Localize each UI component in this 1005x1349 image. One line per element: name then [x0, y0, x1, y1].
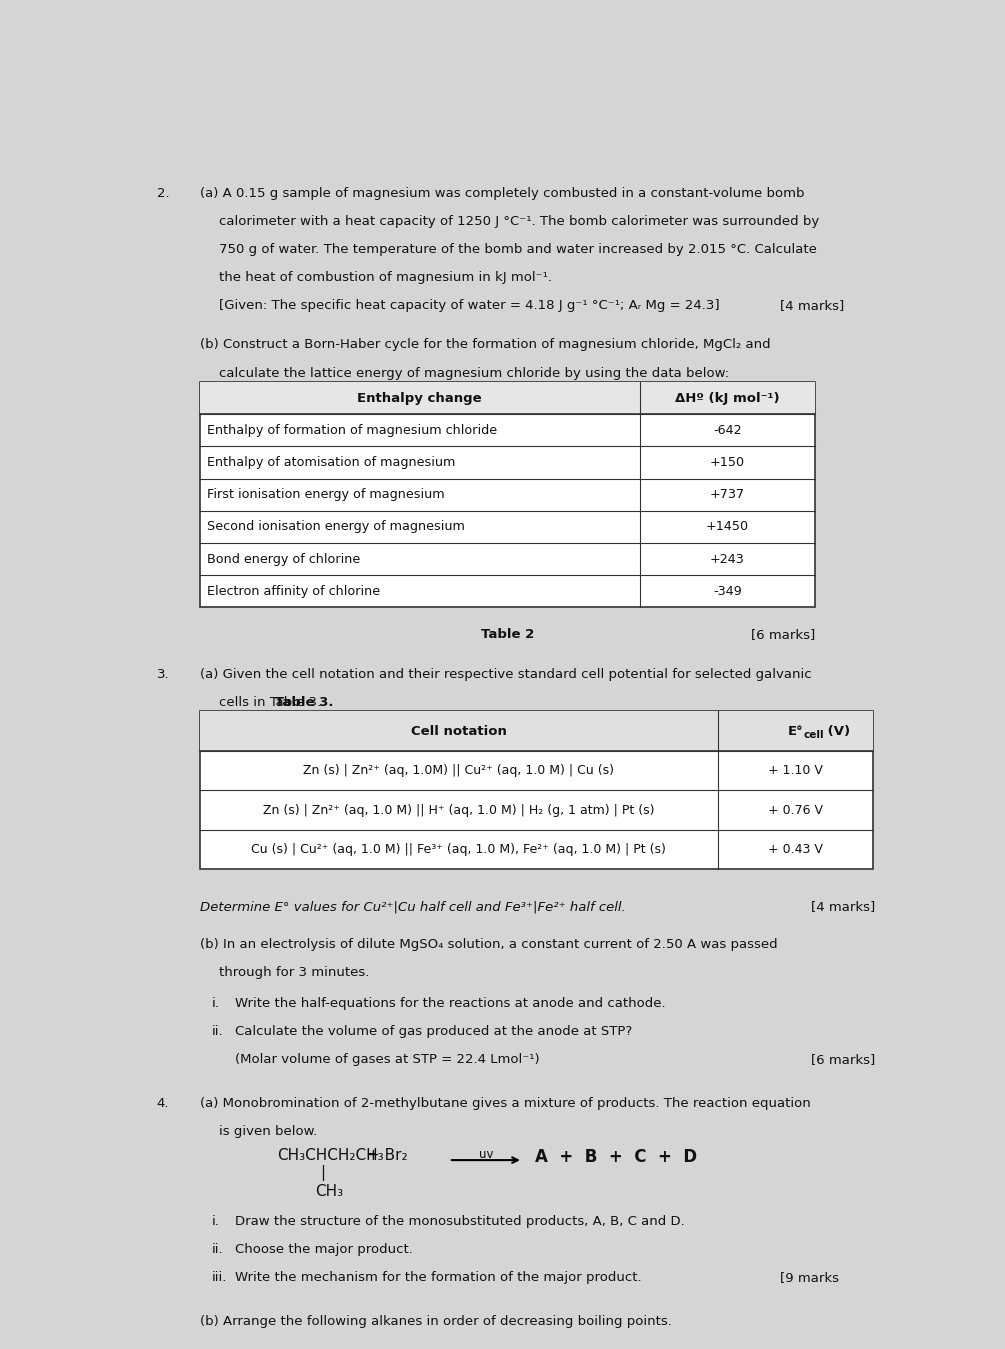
Text: ii.: ii.	[211, 1244, 223, 1256]
Text: (b) Construct a Born-Haber cycle for the formation of magnesium chloride, MgCl₂ : (b) Construct a Born-Haber cycle for the…	[200, 339, 770, 352]
Text: First ionisation energy of magnesium: First ionisation energy of magnesium	[207, 488, 445, 502]
Text: + 1.10 V: + 1.10 V	[768, 764, 823, 777]
Text: (Molar volume of gases at STP = 22.4 Lmol⁻¹): (Molar volume of gases at STP = 22.4 Lmo…	[235, 1054, 540, 1066]
Text: (a) Monobromination of 2-methylbutane gives a mixture of products. The reaction : (a) Monobromination of 2-methylbutane gi…	[200, 1097, 810, 1110]
Text: through for 3 minutes.: through for 3 minutes.	[219, 966, 370, 979]
Text: + 0.43 V: + 0.43 V	[768, 843, 823, 857]
Text: 750 g of water. The temperature of the bomb and water increased by 2.015 °C. Cal: 750 g of water. The temperature of the b…	[219, 243, 817, 256]
Text: Cell notation: Cell notation	[411, 724, 507, 738]
Text: Draw the structure of the monosubstituted products, A, B, C and D.: Draw the structure of the monosubstitute…	[235, 1215, 684, 1228]
Text: -642: -642	[713, 424, 742, 437]
Text: Choose the major product.: Choose the major product.	[235, 1244, 412, 1256]
Text: 3.: 3.	[157, 668, 170, 681]
Text: Second ionisation energy of magnesium: Second ionisation energy of magnesium	[207, 521, 465, 533]
Text: Enthalpy change: Enthalpy change	[358, 391, 482, 405]
Text: (V): (V)	[823, 724, 850, 738]
Text: uv: uv	[478, 1148, 493, 1160]
Text: cells in ​Table 3.: cells in ​Table 3.	[219, 696, 322, 708]
Text: +150: +150	[710, 456, 745, 469]
Text: +1450: +1450	[706, 521, 749, 533]
Text: Table 3.: Table 3.	[275, 696, 334, 708]
Text: |: |	[321, 1166, 326, 1182]
Text: [6 marks]: [6 marks]	[811, 1054, 875, 1066]
Text: Bond energy of chlorine: Bond energy of chlorine	[207, 553, 361, 565]
Text: [9 marks: [9 marks	[780, 1271, 839, 1284]
Text: the heat of combustion of magnesium in kJ mol⁻¹.: the heat of combustion of magnesium in k…	[219, 271, 552, 283]
Bar	[200, 382, 815, 607]
Text: Write the mechanism for the formation of the major product.: Write the mechanism for the formation of…	[235, 1271, 641, 1284]
Text: (a) A 0.15 g sample of magnesium was completely combusted in a constant-volume b: (a) A 0.15 g sample of magnesium was com…	[200, 186, 804, 200]
Text: Determine E° values for Cu²⁺|Cu half cell and Fe³⁺|Fe²⁺ half cell.: Determine E° values for Cu²⁺|Cu half cel…	[200, 900, 625, 913]
Text: Zn (s) | Zn²⁺ (aq, 1.0 M) || H⁺ (aq, 1.0 M) | H₂ (g, 1 atm) | Pt (s): Zn (s) | Zn²⁺ (aq, 1.0 M) || H⁺ (aq, 1.0…	[263, 804, 654, 816]
Text: Table 2: Table 2	[480, 629, 534, 641]
Text: A  +  B  +  C  +  D: A + B + C + D	[535, 1148, 696, 1166]
Text: [4 marks]: [4 marks]	[780, 299, 844, 312]
Text: Write the half-equations for the reactions at anode and cathode.: Write the half-equations for the reactio…	[235, 997, 665, 1010]
Text: [4 marks]: [4 marks]	[811, 900, 875, 913]
Text: i.: i.	[211, 997, 219, 1010]
Text: +737: +737	[710, 488, 745, 502]
Text: [Given: The specific heat capacity of water = 4.18 J g⁻¹ °C⁻¹; Aᵣ Mg = 24.3]: [Given: The specific heat capacity of wa…	[219, 299, 720, 312]
Text: cell: cell	[803, 730, 824, 741]
Text: ii.: ii.	[211, 1025, 223, 1039]
Text: calculate the lattice energy of magnesium chloride by using the data below:: calculate the lattice energy of magnesiu…	[219, 367, 730, 379]
Text: 4.: 4.	[157, 1097, 169, 1110]
Text: [6 marks]: [6 marks]	[751, 629, 815, 641]
Text: (b) Arrange the following alkanes in order of decreasing boiling points.: (b) Arrange the following alkanes in ord…	[200, 1315, 671, 1327]
Text: calorimeter with a heat capacity of 1250 J °C⁻¹. The bomb calorimeter was surrou: calorimeter with a heat capacity of 1250…	[219, 214, 819, 228]
Text: is given below.: is given below.	[219, 1125, 318, 1137]
Text: Cu (s) | Cu²⁺ (aq, 1.0 M) || Fe³⁺ (aq, 1.0 M), Fe²⁺ (aq, 1.0 M) | Pt (s): Cu (s) | Cu²⁺ (aq, 1.0 M) || Fe³⁺ (aq, 1…	[251, 843, 666, 857]
Bar	[200, 382, 815, 414]
Text: Zn (s) | Zn²⁺ (aq, 1.0M) || Cu²⁺ (aq, 1.0 M) | Cu (s): Zn (s) | Zn²⁺ (aq, 1.0M) || Cu²⁺ (aq, 1.…	[304, 764, 614, 777]
Text: iii.: iii.	[211, 1271, 227, 1284]
Text: Enthalpy of atomisation of magnesium: Enthalpy of atomisation of magnesium	[207, 456, 456, 469]
Text: E°: E°	[788, 724, 803, 738]
Text: (a) Given the cell notation and their respective standard cell potential for sel: (a) Given the cell notation and their re…	[200, 668, 811, 681]
Text: + Br₂: + Br₂	[367, 1148, 408, 1163]
Text: Calculate the volume of gas produced at the anode at STP?: Calculate the volume of gas produced at …	[235, 1025, 632, 1039]
Text: ΔHº (kJ mol⁻¹): ΔHº (kJ mol⁻¹)	[675, 391, 780, 405]
Text: + 0.76 V: + 0.76 V	[768, 804, 823, 816]
Text: +243: +243	[710, 553, 745, 565]
Text: (b) In an electrolysis of dilute MgSO₄ solution, a constant current of 2.50 A wa: (b) In an electrolysis of dilute MgSO₄ s…	[200, 938, 777, 951]
Text: -349: -349	[713, 585, 742, 598]
Text: CH₃CHCH₂CH₃: CH₃CHCH₂CH₃	[277, 1148, 384, 1163]
Text: Enthalpy of formation of magnesium chloride: Enthalpy of formation of magnesium chlor…	[207, 424, 497, 437]
Bar	[200, 711, 873, 751]
Bar	[200, 711, 873, 869]
Text: 2.: 2.	[157, 186, 170, 200]
Text: i.: i.	[211, 1215, 219, 1228]
Text: CH₃: CH₃	[315, 1184, 343, 1199]
Text: Electron affinity of chlorine: Electron affinity of chlorine	[207, 585, 381, 598]
